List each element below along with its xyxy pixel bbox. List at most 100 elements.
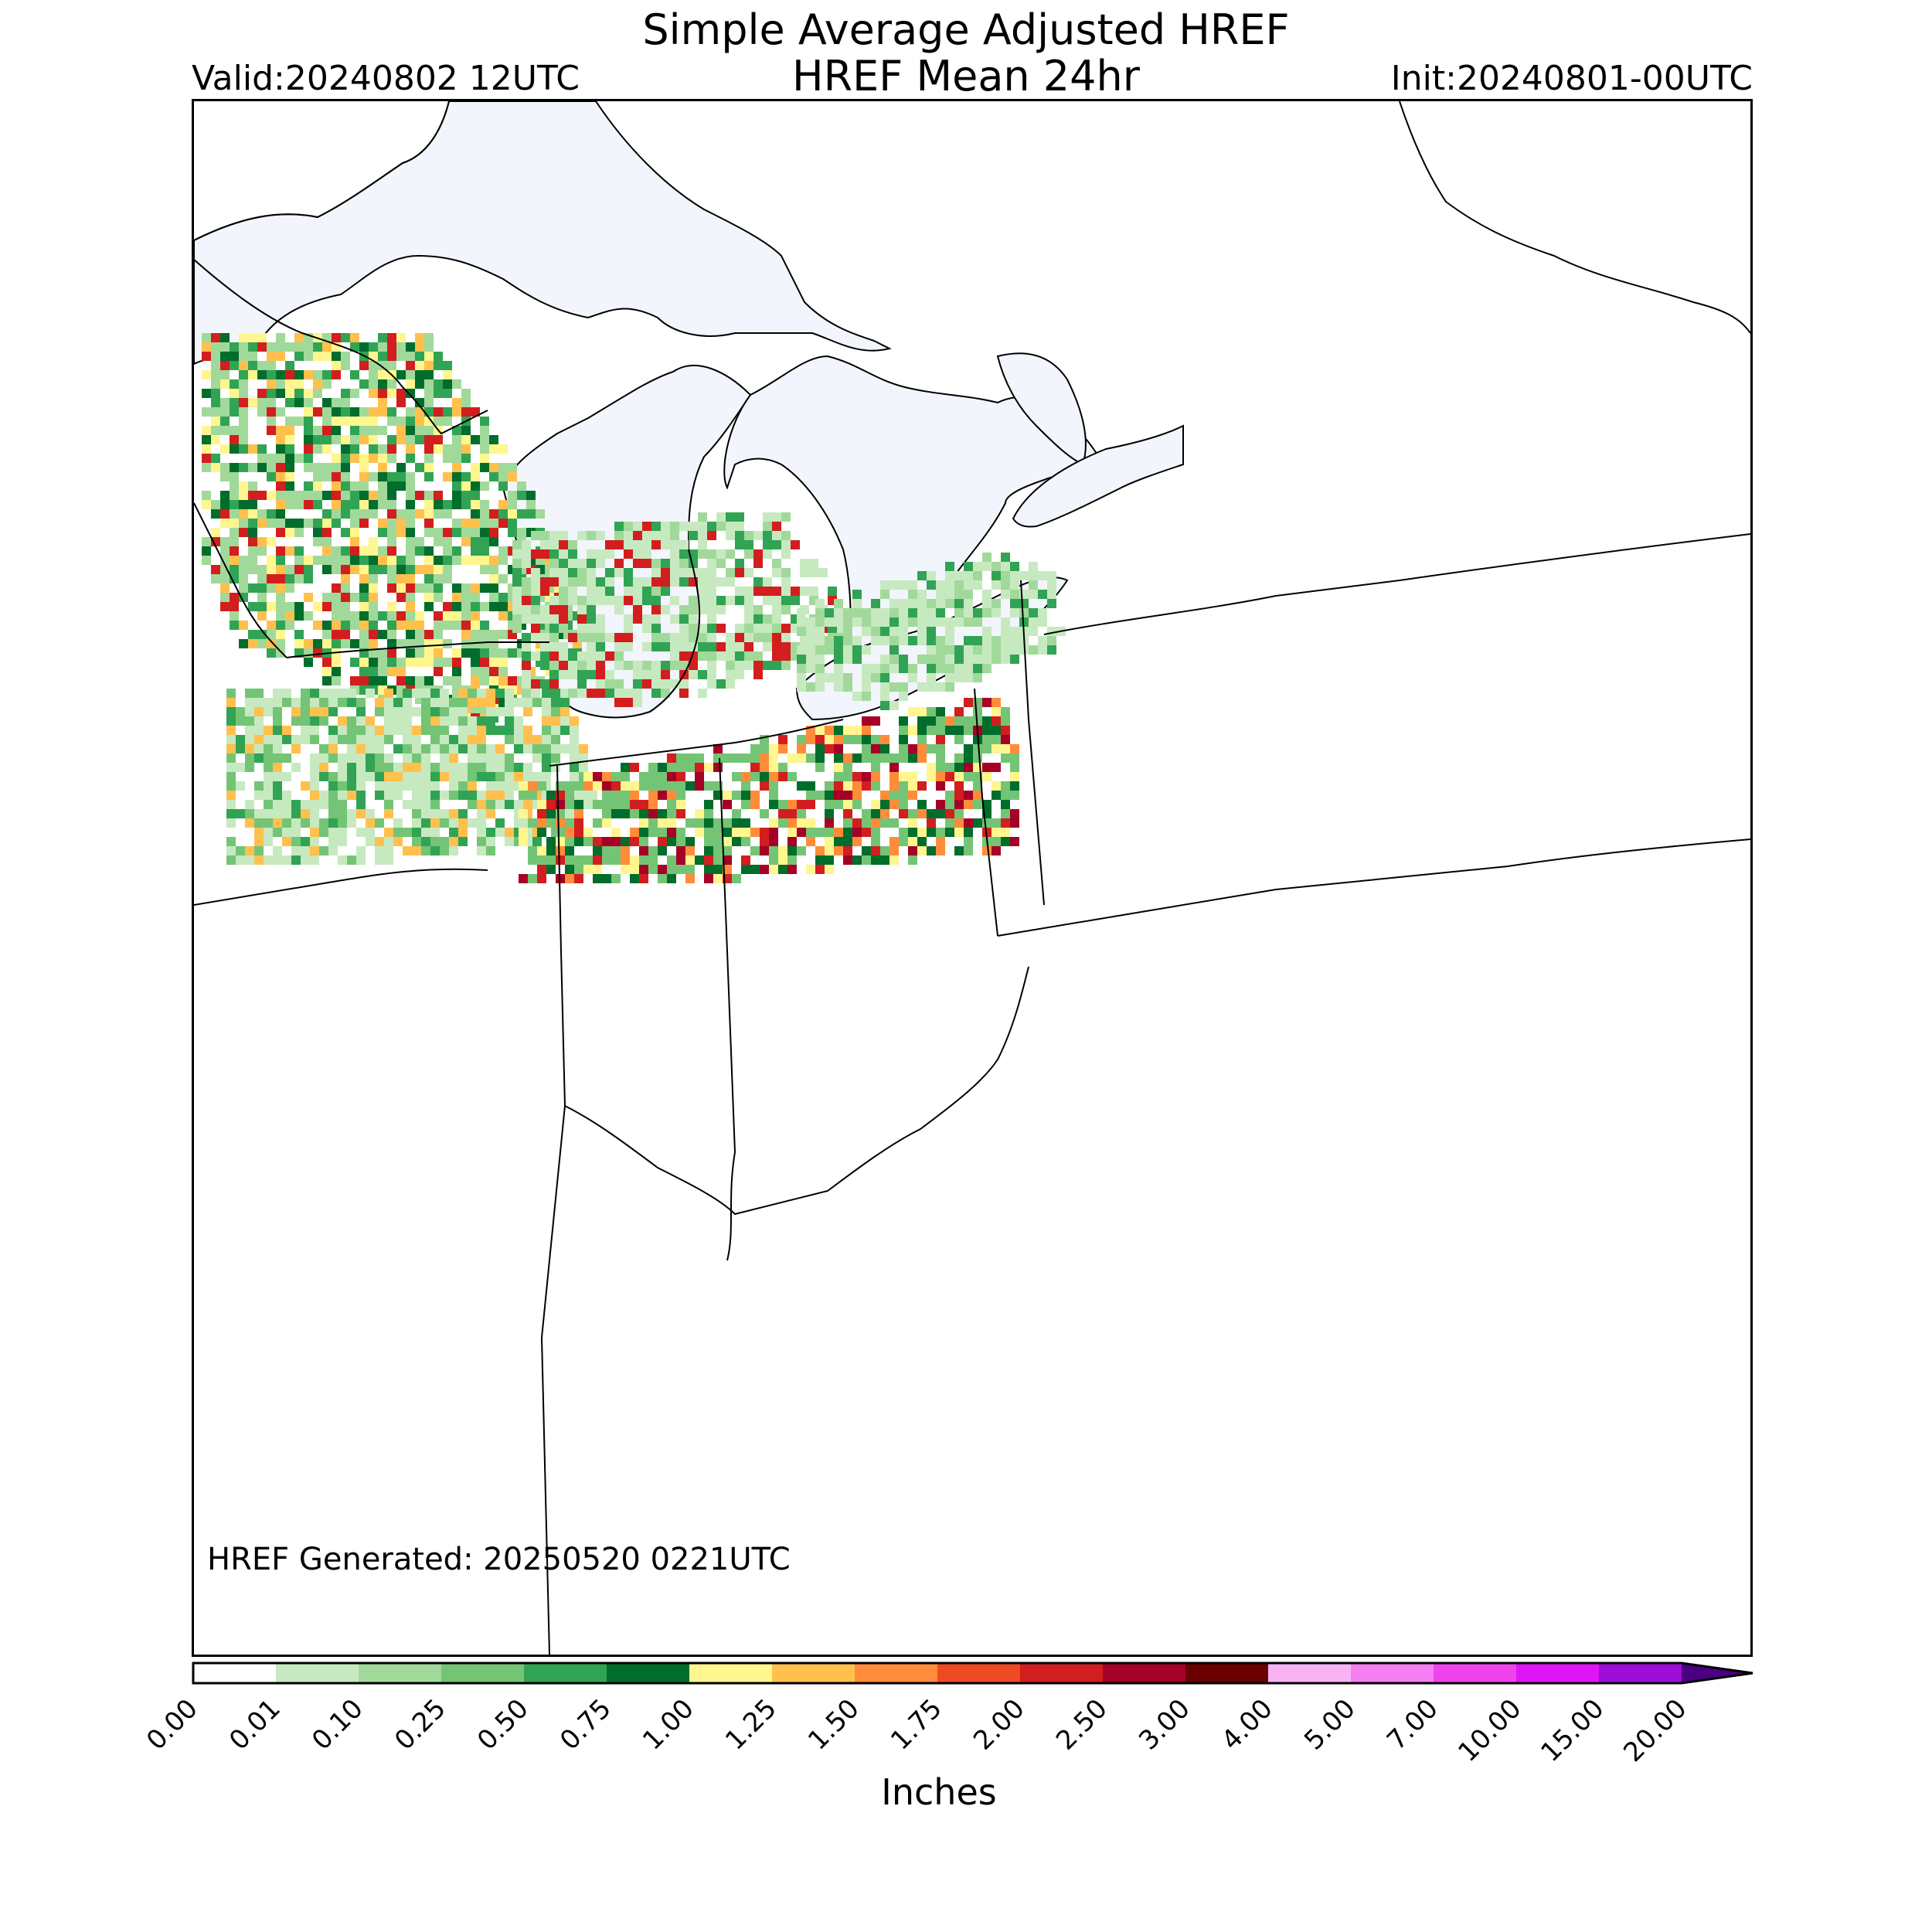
precip-cell (565, 837, 574, 846)
precip-cell (741, 791, 750, 800)
precip-cell (769, 781, 778, 791)
precip-cell (461, 454, 471, 463)
precip-cell (498, 519, 508, 528)
precip-cell (498, 574, 508, 583)
precip-cell (1010, 562, 1019, 571)
precip-cell (908, 617, 917, 627)
precip-cell (239, 342, 248, 352)
precip-cell (815, 726, 825, 735)
precip-cell (704, 865, 713, 874)
precip-cell (512, 587, 522, 596)
precip-cell (695, 763, 704, 772)
precip-cell (257, 389, 267, 398)
colorbar-tick-label: 0.00 (141, 1692, 205, 1757)
precip-cell (434, 639, 443, 648)
precip-cell (375, 772, 384, 781)
precip-cell (889, 636, 899, 645)
colorbar-tick-label: 0.01 (223, 1692, 287, 1757)
precip-cell (477, 689, 486, 698)
precip-cell (1010, 791, 1019, 800)
precip-cell (579, 791, 588, 800)
precip-cell (294, 333, 304, 342)
precip-cell (254, 726, 264, 735)
precip-cell (424, 463, 434, 472)
precip-cell (843, 636, 852, 645)
precip-cell (583, 828, 593, 837)
precip-cell (593, 818, 602, 828)
colorbar-cells (192, 1662, 1753, 1685)
precip-cell (651, 540, 661, 549)
precip-cell (230, 565, 239, 574)
precip-cell (458, 763, 468, 772)
precip-cell (350, 426, 359, 435)
precip-cell (704, 837, 713, 846)
precip-cell (936, 664, 945, 673)
precip-cell (614, 633, 624, 642)
precip-cell (239, 565, 248, 574)
precip-cell (434, 500, 443, 509)
precip-cell (899, 809, 908, 818)
precip-cell (927, 726, 936, 735)
precip-cell (369, 583, 378, 593)
precip-cell (452, 472, 461, 481)
precip-cell (285, 574, 294, 583)
precip-cell (624, 642, 633, 651)
precip-cell (707, 559, 716, 568)
precip-cell (716, 651, 726, 661)
precip-cell (763, 633, 772, 642)
precip-cell (276, 454, 285, 463)
precip-cell (531, 531, 540, 540)
precip-cell (763, 549, 772, 559)
precip-cell (461, 602, 471, 611)
precip-cell (378, 463, 387, 472)
precip-cell (396, 639, 406, 648)
precip-cell (294, 342, 304, 352)
precip-cell (396, 667, 406, 676)
precip-cell (498, 658, 508, 667)
precip-cell (452, 602, 461, 611)
precip-cell (704, 800, 713, 809)
precip-cell (815, 673, 825, 682)
precip-cell (384, 716, 393, 726)
precip-cell (825, 617, 834, 627)
precip-cell (406, 556, 415, 565)
precip-cell (964, 655, 973, 664)
precip-cell (753, 624, 763, 633)
precip-cell (1001, 562, 1010, 571)
precip-cell (735, 670, 744, 679)
precip-cell (267, 407, 276, 417)
precip-cell (791, 540, 800, 549)
precip-cell (341, 593, 350, 602)
precip-cell (248, 481, 257, 491)
precip-cell (689, 531, 698, 540)
precip-cell (505, 837, 514, 846)
precip-cell (239, 379, 248, 389)
precip-cell (800, 568, 809, 577)
precip-cell (1001, 809, 1010, 818)
precip-cell (670, 531, 679, 540)
precip-cell (304, 417, 313, 426)
precip-cell (667, 855, 676, 865)
precip-cell (735, 651, 744, 661)
boundary-wi-mi (194, 256, 488, 435)
precip-cell (248, 583, 257, 593)
precip-cell (313, 602, 322, 611)
precip-cell (945, 791, 954, 800)
precip-cell (781, 587, 791, 596)
precip-cell (927, 763, 936, 772)
colorbar-cell (1516, 1663, 1599, 1683)
precip-cell (862, 781, 871, 791)
precip-cell (834, 735, 843, 744)
precip-cell (621, 837, 630, 846)
precip-cell (825, 846, 834, 855)
precip-cell (248, 463, 257, 472)
precip-cell (350, 417, 359, 426)
precip-cell (676, 828, 685, 837)
precip-cell (787, 818, 797, 828)
precip-cell (954, 809, 964, 818)
precip-cell (477, 735, 486, 744)
precip-cell (304, 389, 313, 398)
precip-cell (899, 617, 908, 627)
colorbar-tick-label: 10.00 (1452, 1692, 1528, 1768)
precip-cell (267, 398, 276, 407)
